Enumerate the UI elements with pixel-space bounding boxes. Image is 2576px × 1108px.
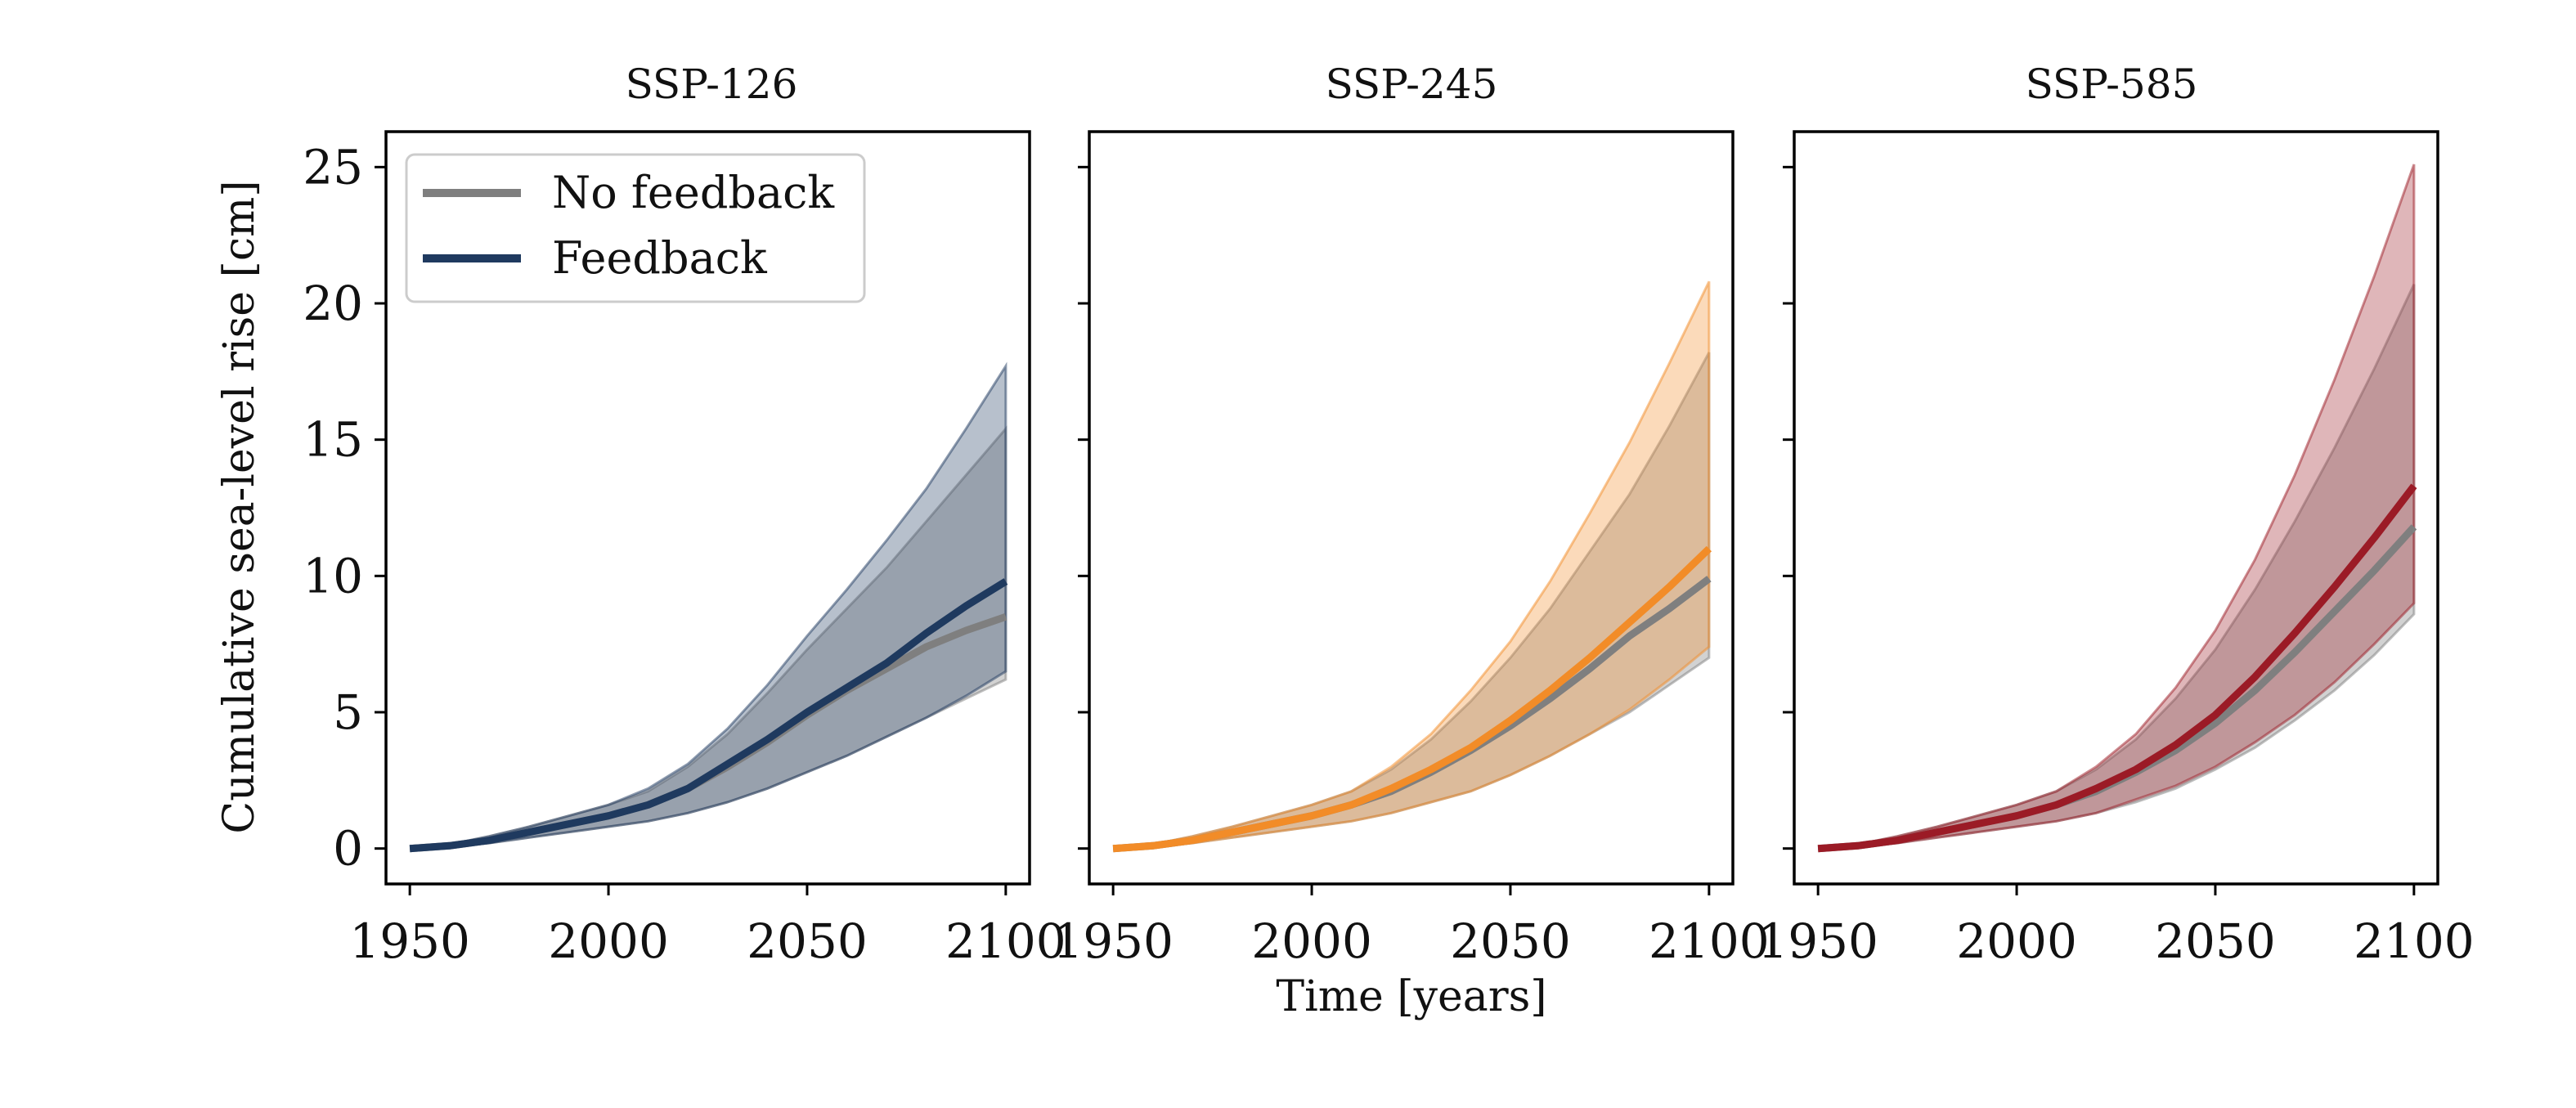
panel-title: SSP-126 (626, 61, 798, 108)
y-tick-label: 20 (303, 276, 363, 331)
x-tick-label: 2000 (548, 913, 669, 969)
legend-label-feedback: Feedback (552, 232, 768, 284)
x-tick-label: 2050 (1450, 913, 1571, 969)
x-tick-label: 2100 (2354, 913, 2475, 969)
uncertainty-band-feedback (1112, 280, 1711, 850)
series-line-feedback (1817, 483, 2417, 853)
legend-label-no-feedback: No feedback (552, 167, 835, 218)
legend: No feedback Feedback (405, 153, 866, 303)
series-line-feedback (1112, 545, 1712, 853)
x-tick-label: 1950 (1757, 913, 1878, 969)
plot-frame (1793, 130, 2439, 886)
x-axis-label: Time [years] (1276, 972, 1546, 1021)
x-tick-label: 2050 (747, 913, 868, 969)
x-tick-label: 2100 (1649, 913, 1770, 969)
panel-ssp126: SSP-126 1950 2000 2050 2100 0 5 10 15 20 25 (303, 61, 1066, 969)
series-line-no-feedback (409, 613, 1008, 853)
panel-ssp245: SSP-245 1950 2000 2050 2100 (1052, 61, 1769, 969)
y-axis-label: Cumulative sea-level rise [cm] (215, 180, 264, 833)
panel-title: SSP-245 (1326, 61, 1498, 108)
x-tick-label: 1950 (1052, 913, 1174, 969)
y-tick-label: 0 (333, 821, 363, 877)
series-line-feedback (409, 578, 1008, 853)
x-tick-label: 2050 (2155, 913, 2276, 969)
x-tick-label: 2100 (945, 913, 1066, 969)
x-tick-label: 1950 (349, 913, 470, 969)
plot-frame (384, 130, 1031, 886)
panel-title: SSP-585 (2026, 61, 2198, 108)
y-tick-label: 15 (303, 412, 363, 468)
panel-ssp585: SSP-585 1950 2000 2050 2100 (1757, 61, 2474, 969)
x-tick-label: 2000 (1956, 913, 2077, 969)
x-tick-label: 2000 (1251, 913, 1372, 969)
y-tick-label: 10 (303, 548, 363, 603)
plot-frame (1088, 130, 1735, 886)
y-tick-label: 5 (333, 684, 363, 740)
uncertainty-band-feedback (1817, 164, 2416, 850)
uncertainty-band-feedback (409, 361, 1008, 850)
y-tick-label: 25 (303, 139, 363, 195)
